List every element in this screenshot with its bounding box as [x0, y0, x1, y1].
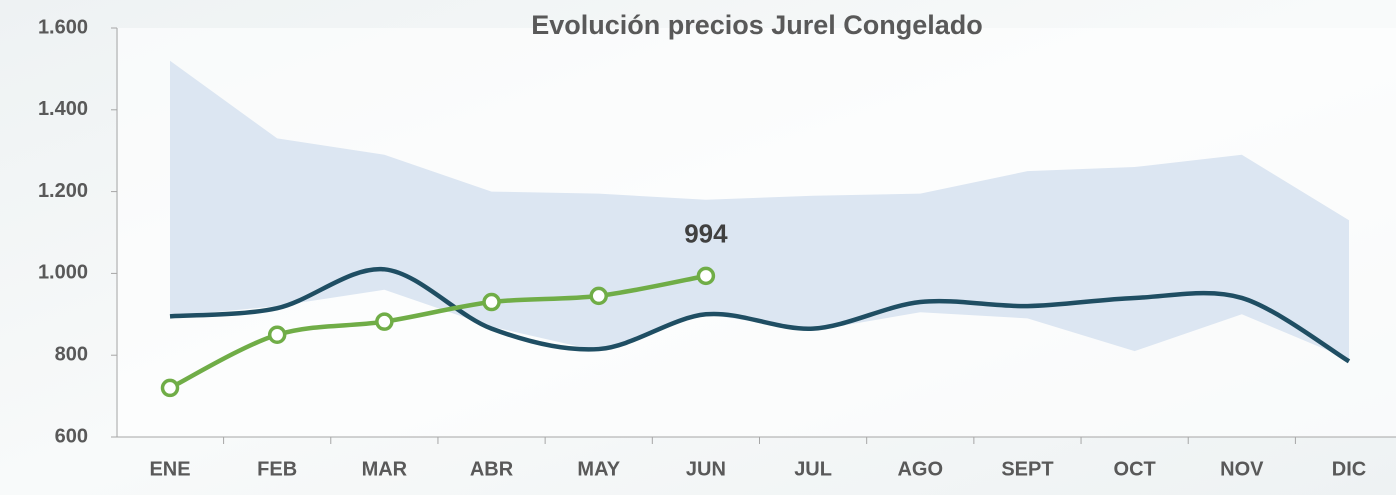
x-tick-label: OCT	[1114, 458, 1156, 480]
marker	[482, 292, 501, 312]
x-tick-label: FEB	[257, 458, 297, 480]
series-line	[168, 273, 707, 390]
marker	[375, 312, 394, 331]
x-tick-label: NOV	[1220, 458, 1264, 480]
y-tick-label: 800	[55, 343, 88, 365]
marker	[267, 325, 287, 344]
x-tick-label: DIC	[1332, 458, 1366, 480]
y-tick-label: 1.400	[38, 98, 88, 120]
x-tick-label: MAR	[362, 458, 408, 480]
series-line	[169, 266, 1351, 364]
x-tick-label: SEPT	[1001, 458, 1053, 480]
chart-title: Evolución precios Jurel Congelado	[531, 10, 983, 40]
range-band	[170, 60, 1349, 360]
y-tick-label: 1.000	[38, 262, 88, 284]
marker	[160, 378, 180, 398]
x-tick-label: ENE	[149, 458, 190, 480]
y-tick-label: 1.200	[38, 180, 88, 202]
y-tick-label: 1.600	[38, 16, 88, 38]
x-tick-label: AGO	[897, 458, 943, 480]
marker	[696, 266, 716, 286]
x-tick-label: MAY	[577, 458, 620, 480]
x-tick-label: JUL	[794, 458, 832, 480]
x-tick-label: ABR	[470, 458, 514, 480]
y-tick-label: 600	[55, 425, 88, 447]
marker	[589, 286, 608, 306]
data-label: 994	[684, 219, 728, 249]
x-tick-label: JUN	[686, 458, 726, 480]
